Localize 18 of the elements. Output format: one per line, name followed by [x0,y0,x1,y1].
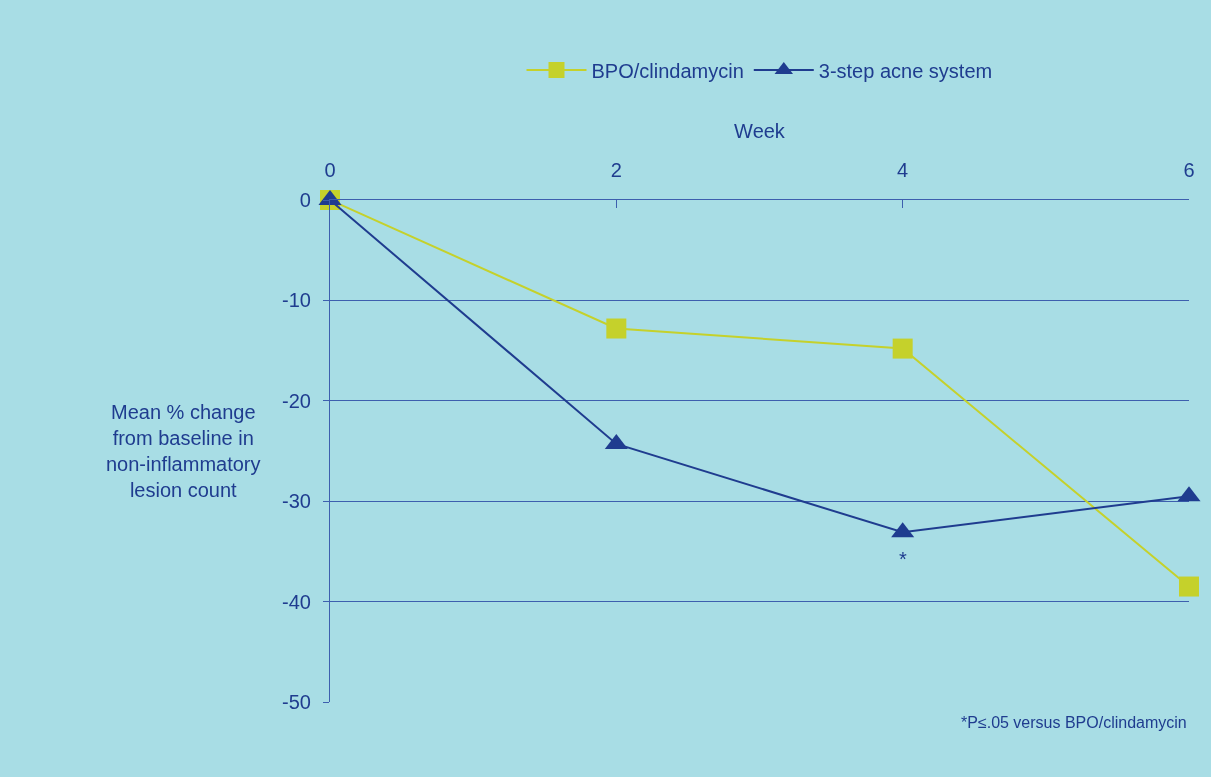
text: *P≤.05 versus BPO/clindamycin [961,714,1187,731]
annotation: * [899,548,907,570]
y-tick-label: -50 [281,691,311,713]
x-tick-label: 0 [324,158,336,181]
x-tick-label: 2 [610,158,622,181]
x-tick-label: 6 [1183,158,1195,181]
point [606,318,627,339]
y-tick-label: -20 [281,389,311,412]
x-axis-title: Week [734,120,786,143]
legend-label: 3-step acne system [818,59,993,82]
y-tick-label: -40 [281,590,311,613]
y-axis-title: Mean % change from baseline in non-inflammatory lesion count [106,401,261,501]
point [892,338,913,359]
x-tick-label: 4 [897,158,909,181]
y-tick-label: -30 [281,490,311,513]
y-tick-label: 0 [299,189,311,211]
legend-label: BPO/clindamycin [591,59,744,82]
y-tick-label: -10 [281,289,311,312]
